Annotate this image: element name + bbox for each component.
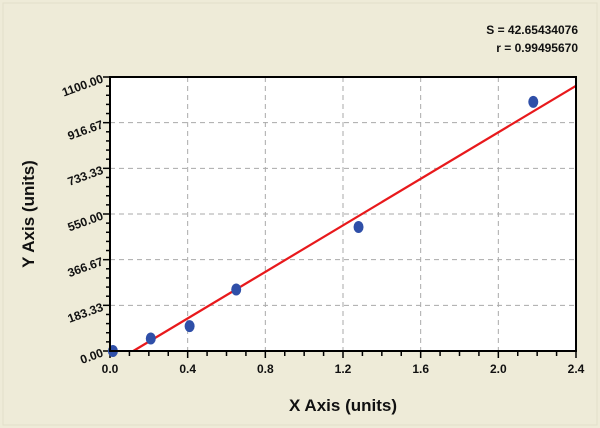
annotation-s: S = 42.65434076: [486, 23, 578, 37]
x-tick-label: 0.8: [257, 362, 274, 376]
data-point: [528, 95, 539, 108]
data-point: [184, 320, 195, 333]
plot-border: [109, 76, 577, 352]
data-point: [145, 332, 156, 345]
x-tick-label: 2.0: [490, 362, 507, 376]
data-point: [231, 283, 242, 296]
fit-line: [132, 84, 577, 352]
x-axis-label: X Axis (units): [289, 396, 397, 415]
x-tick-label: 1.2: [335, 362, 352, 376]
x-tick-label: 0.0: [102, 362, 119, 376]
x-tick-label: 1.6: [412, 362, 429, 376]
y-axis-label: Y Axis (units): [19, 160, 38, 268]
x-tick-label: 2.4: [568, 362, 585, 376]
data-point: [353, 220, 364, 233]
x-tick-label: 0.4: [179, 362, 196, 376]
annotation-r: r = 0.99495670: [496, 41, 578, 55]
